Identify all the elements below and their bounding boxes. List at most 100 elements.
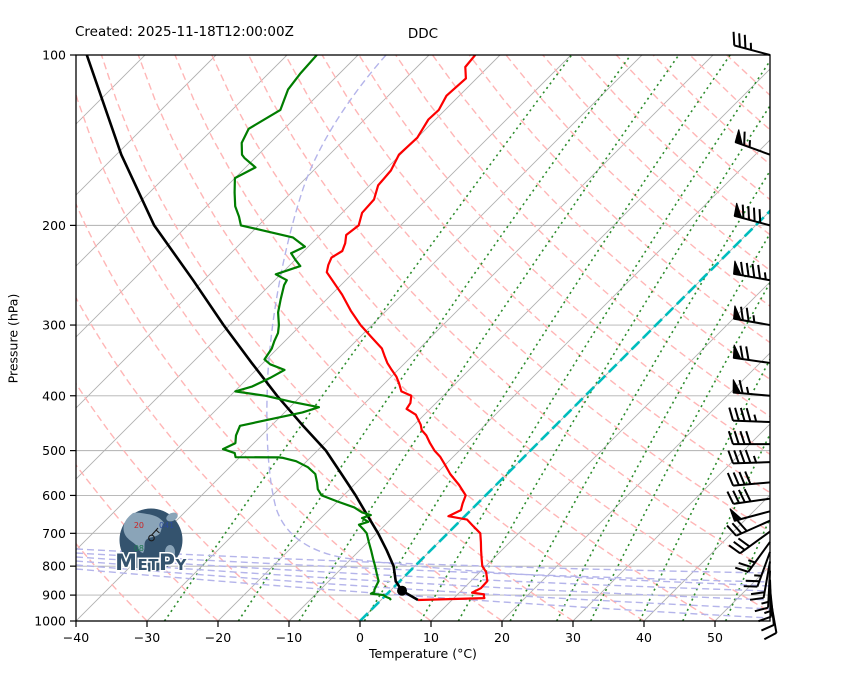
isotherm-line [430,281,770,621]
dry-adiabat-line [358,55,770,456]
dewpoint-line [221,55,392,601]
dry-adiabat-line [542,55,770,272]
wind-barb [743,551,771,588]
isotherm-line [76,55,288,267]
dry-adiabat-line [137,55,645,621]
mixing-ratio-line [420,59,770,621]
mixing-ratio-line [509,169,770,621]
x-tick-label: −40 [63,630,89,645]
isotherm-line [76,55,359,338]
isotherm-line [76,55,430,409]
lcl-marker [397,585,408,596]
wind-barb [726,471,771,487]
wind-barb [734,129,771,156]
dry-adiabat-line [76,296,361,621]
station-id: DDC [407,26,439,42]
wind-barb [729,508,771,522]
wind-barb [733,202,771,227]
moist-adiabat-line [76,556,770,592]
mixing-ratio-line [589,281,770,621]
wind-barb [728,407,771,423]
wind-barb-column [726,31,778,641]
y-tick-label: 100 [42,48,66,63]
isotherm-line [786,55,852,621]
moist-adiabat-line [76,564,770,610]
moist-adiabat-line [76,552,770,583]
dry-adiabat-line [505,55,770,308]
parcel-profile-line [85,55,419,602]
x-tick-label: −20 [205,630,231,645]
isotherm-line [76,55,501,480]
wind-barb [733,260,771,282]
mixing-ratio-line [363,55,731,621]
dry-adiabat-line [76,202,432,621]
wind-barb [749,561,771,601]
dry-adiabat-line [579,55,770,236]
mixing-ratio-line [555,232,770,621]
created-timestamp: Created: 2025-11-18T12:00:00Z [75,24,294,40]
isotherm-line [501,352,770,621]
dry-adiabat-line [431,55,770,381]
dry-adiabat-line [76,92,503,621]
y-tick-label: 800 [42,559,66,574]
zero-isotherm-line [359,209,770,621]
x-tick-label: −10 [276,630,302,645]
y-tick-label: 900 [42,588,66,603]
dry-adiabat-line [174,55,716,621]
x-tick-label: 40 [636,630,652,645]
isotherm-line [288,139,770,621]
dry-adiabat-line [395,55,770,418]
dry-adiabat-line [76,542,148,621]
dry-adiabat-line [726,55,770,97]
axes-frame [75,54,771,622]
logo-station-value: 08 [134,544,144,553]
isotherm-line [76,55,217,196]
isotherm-line [76,55,572,551]
wind-barb [732,31,771,56]
x-tick-label: 30 [565,630,581,645]
wind-barb [763,596,778,641]
wind-barb [733,305,771,327]
y-tick-label: 200 [42,218,66,233]
wind-barb [732,379,771,397]
temperature-line [325,55,489,602]
x-tick-label: −30 [134,630,160,645]
x-tick-label: 0 [356,630,364,645]
y-tick-label: 400 [42,388,66,403]
wind-barb [732,344,771,364]
wind-barb [734,541,771,573]
wind-barb [727,430,770,446]
x-tick-label: 50 [707,630,723,645]
y-tick-label: 700 [42,526,66,541]
dry-adiabat-line [284,55,770,533]
x-axis-label: Temperature (°C) [369,646,477,661]
logo-station-value: 20 [134,521,144,530]
metpy-wordmark: MetPy [115,551,187,576]
y-tick-label: 500 [42,443,66,458]
dry-adiabat-line [652,55,770,166]
mixing-ratio-line [682,432,770,621]
isotherm-line [572,423,770,621]
wind-barb [754,570,771,613]
y-tick-label: 600 [42,488,66,503]
isotherm-line [217,68,770,621]
moist-adiabat-line [76,560,770,601]
moist-adiabat-line [76,568,770,619]
mixing-ratio-line [457,104,770,621]
dry-adiabat-line [247,55,770,573]
y-tick-label: 300 [42,318,66,333]
x-tick-label: 10 [423,630,439,645]
mixing-ratio-line [298,55,680,621]
moist-adiabat-line [266,55,770,587]
wind-barb [728,530,771,555]
dry-adiabat-line [76,382,290,621]
dry-adiabat-line [100,55,574,621]
wind-barb [726,519,771,537]
wind-barb [726,488,771,505]
mixing-ratio-line [639,357,770,621]
isotherm-line [359,210,770,621]
y-tick-label: 1000 [34,614,66,629]
